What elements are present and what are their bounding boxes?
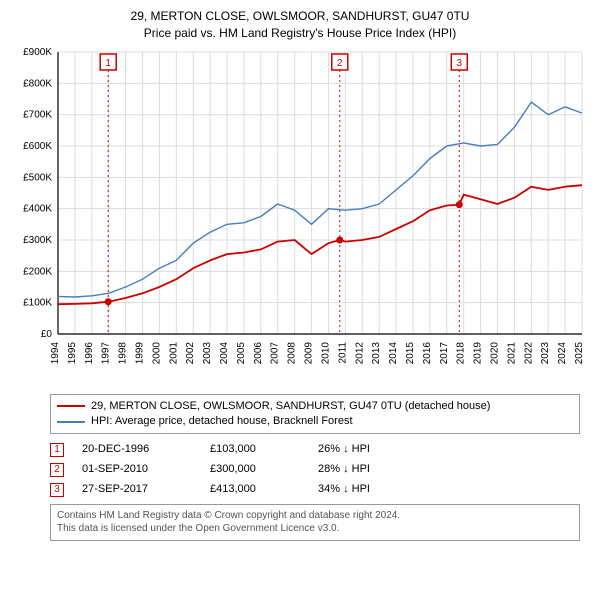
svg-text:2006: 2006 xyxy=(253,341,264,364)
svg-text:2023: 2023 xyxy=(540,341,551,364)
legend-item: 29, MERTON CLOSE, OWLSMOOR, SANDHURST, G… xyxy=(57,399,573,414)
svg-text:2020: 2020 xyxy=(489,341,500,364)
event-price: £413,000 xyxy=(210,480,300,500)
svg-text:£500K: £500K xyxy=(23,172,52,183)
svg-text:2015: 2015 xyxy=(405,341,416,364)
sale-event-row: 1 20-DEC-1996 £103,000 26% ↓ HPI xyxy=(50,440,580,460)
svg-text:2024: 2024 xyxy=(557,341,568,364)
svg-text:1998: 1998 xyxy=(118,341,129,364)
legend-label: HPI: Average price, detached house, Brac… xyxy=(91,414,353,429)
svg-text:2016: 2016 xyxy=(422,341,433,364)
svg-text:2008: 2008 xyxy=(287,341,298,364)
event-price: £103,000 xyxy=(210,440,300,460)
sale-event-row: 3 27-SEP-2017 £413,000 34% ↓ HPI xyxy=(50,480,580,500)
event-delta: 34% ↓ HPI xyxy=(318,480,370,500)
svg-text:£100K: £100K xyxy=(23,297,52,308)
event-marker: 1 xyxy=(50,443,64,457)
event-delta: 28% ↓ HPI xyxy=(318,460,370,480)
svg-text:1996: 1996 xyxy=(84,341,95,364)
svg-text:2022: 2022 xyxy=(523,341,534,364)
price-chart: £0 £100K £200K £300K £400K £500K £600K £700K £80… xyxy=(10,46,590,386)
svg-text:2009: 2009 xyxy=(304,341,315,364)
legend: 29, MERTON CLOSE, OWLSMOOR, SANDHURST, G… xyxy=(50,394,580,435)
svg-text:3: 3 xyxy=(457,58,463,69)
svg-text:2005: 2005 xyxy=(236,341,247,364)
svg-text:2003: 2003 xyxy=(202,341,213,364)
svg-text:2021: 2021 xyxy=(506,341,517,364)
footer-line: Contains HM Land Registry data © Crown c… xyxy=(57,509,573,523)
svg-text:2013: 2013 xyxy=(371,341,382,364)
event-date: 01-SEP-2010 xyxy=(82,460,192,480)
svg-text:2000: 2000 xyxy=(151,341,162,364)
svg-text:2014: 2014 xyxy=(388,341,399,364)
svg-text:2010: 2010 xyxy=(320,341,331,364)
svg-text:1: 1 xyxy=(105,58,111,69)
svg-text:1994: 1994 xyxy=(50,341,61,364)
svg-text:£900K: £900K xyxy=(23,47,52,58)
svg-text:£300K: £300K xyxy=(23,235,52,246)
chart-container: 29, MERTON CLOSE, OWLSMOOR, SANDHURST, G… xyxy=(0,0,600,551)
svg-text:£200K: £200K xyxy=(23,266,52,277)
event-marker: 3 xyxy=(50,483,64,497)
event-marker: 2 xyxy=(50,463,64,477)
svg-text:£800K: £800K xyxy=(23,78,52,89)
svg-text:2025: 2025 xyxy=(574,341,585,364)
sale-events: 1 20-DEC-1996 £103,000 26% ↓ HPI 2 01-SE… xyxy=(50,440,580,499)
event-price: £300,000 xyxy=(210,460,300,480)
event-date: 27-SEP-2017 xyxy=(82,480,192,500)
svg-text:2017: 2017 xyxy=(439,341,450,364)
svg-text:2012: 2012 xyxy=(354,341,365,364)
legend-swatch xyxy=(57,421,85,423)
svg-text:£400K: £400K xyxy=(23,203,52,214)
legend-item: HPI: Average price, detached house, Brac… xyxy=(57,414,573,429)
svg-text:£600K: £600K xyxy=(23,141,52,152)
event-delta: 26% ↓ HPI xyxy=(318,440,370,460)
svg-text:2011: 2011 xyxy=(337,341,348,363)
legend-swatch xyxy=(57,405,85,407)
sale-event-row: 2 01-SEP-2010 £300,000 28% ↓ HPI xyxy=(50,460,580,480)
svg-text:2: 2 xyxy=(337,58,343,69)
svg-text:£0: £0 xyxy=(41,329,53,340)
svg-text:1997: 1997 xyxy=(101,341,112,364)
legend-label: 29, MERTON CLOSE, OWLSMOOR, SANDHURST, G… xyxy=(91,399,490,414)
footer-line: This data is licensed under the Open Gov… xyxy=(57,522,573,536)
title-line-2: Price paid vs. HM Land Registry's House … xyxy=(10,25,590,42)
svg-text:1999: 1999 xyxy=(135,341,146,364)
svg-text:2007: 2007 xyxy=(270,341,281,364)
attribution-footer: Contains HM Land Registry data © Crown c… xyxy=(50,504,580,541)
svg-text:2001: 2001 xyxy=(168,341,179,364)
svg-text:£700K: £700K xyxy=(23,109,52,120)
event-date: 20-DEC-1996 xyxy=(82,440,192,460)
title-line-1: 29, MERTON CLOSE, OWLSMOOR, SANDHURST, G… xyxy=(10,8,590,25)
svg-text:2019: 2019 xyxy=(473,341,484,364)
svg-text:2018: 2018 xyxy=(456,341,467,364)
svg-text:1995: 1995 xyxy=(67,341,78,364)
svg-text:2004: 2004 xyxy=(219,341,230,364)
svg-text:2002: 2002 xyxy=(185,341,196,364)
